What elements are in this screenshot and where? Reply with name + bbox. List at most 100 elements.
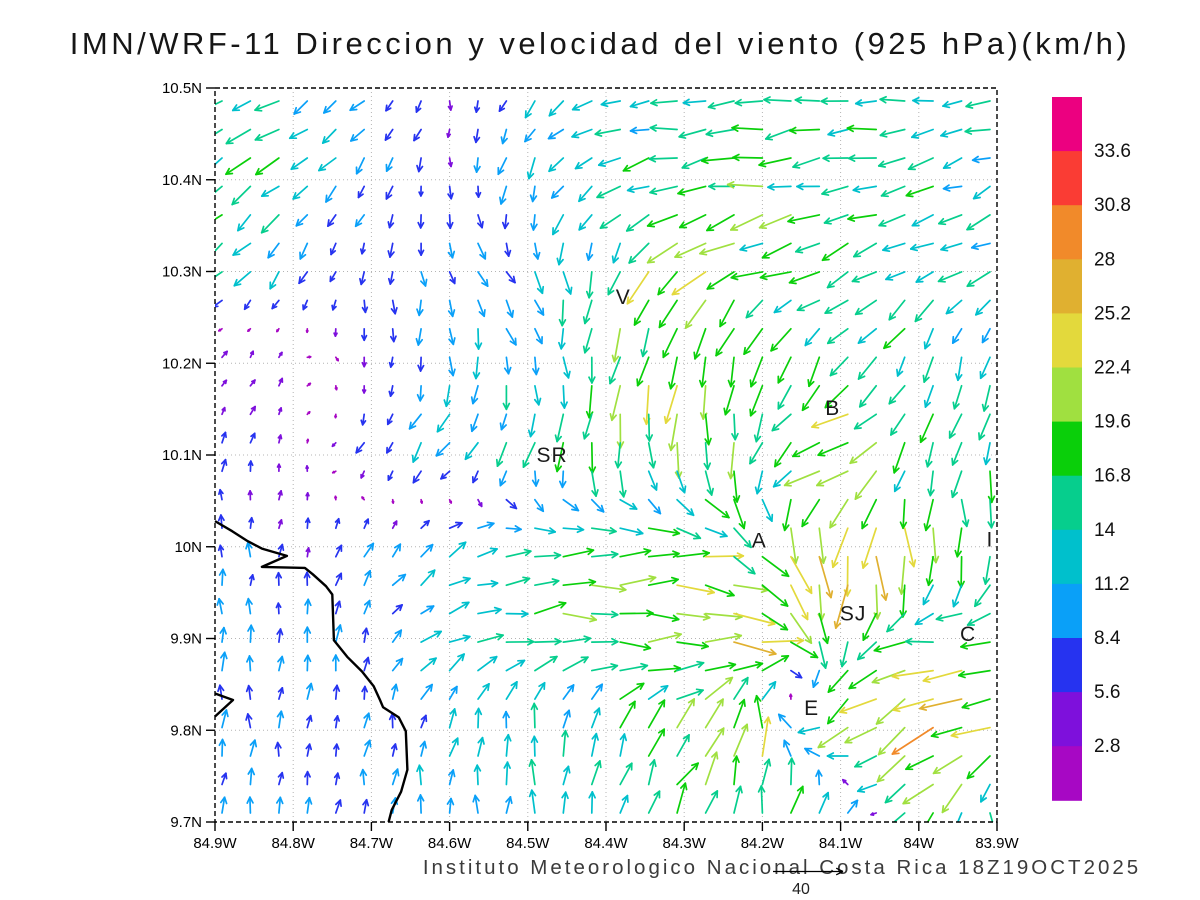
wind-vector <box>477 271 489 287</box>
colorbar-segment <box>1052 97 1082 152</box>
wind-vector <box>247 327 252 332</box>
wind-vector <box>448 708 457 729</box>
wind-vector <box>922 356 934 383</box>
wind-vector <box>329 242 337 256</box>
wind-vector <box>416 299 424 317</box>
colorbar-label: 28 <box>1094 249 1115 270</box>
wind-vector <box>225 128 252 145</box>
wind-vector <box>951 327 963 344</box>
wind-vector <box>794 96 821 104</box>
wind-vector <box>930 726 963 739</box>
city-label: B <box>825 397 840 420</box>
wind-vector <box>472 356 481 380</box>
wind-vector <box>477 633 504 643</box>
wind-vector <box>647 685 669 700</box>
wind-vector <box>733 785 743 814</box>
wind-vector <box>594 128 622 137</box>
colorbar-segment <box>1052 151 1082 206</box>
wind-vector <box>412 470 422 484</box>
x-axis-tick-label: 84.5W <box>506 835 550 852</box>
wind-vector <box>701 156 735 165</box>
wind-vector <box>215 242 223 253</box>
wind-vector <box>332 684 341 700</box>
wind-vector <box>505 498 518 510</box>
wind-vector <box>221 431 227 444</box>
wind-vector <box>477 683 490 700</box>
colorbar-label: 25.2 <box>1094 303 1131 324</box>
wind-vector <box>856 783 878 793</box>
wind-vector <box>966 271 991 288</box>
wind-vector <box>822 154 849 163</box>
wind-vector <box>420 498 424 504</box>
wind-vector <box>292 185 309 200</box>
wind-vector <box>231 185 252 206</box>
colorbar-label: 22.4 <box>1094 358 1131 379</box>
wind-vector <box>938 214 963 226</box>
wind-vector <box>562 635 592 643</box>
wind-vector <box>726 181 764 189</box>
wind-vector <box>246 655 254 672</box>
wind-vector <box>829 356 849 377</box>
wind-vector <box>804 747 821 757</box>
wind-vector <box>904 637 934 646</box>
wind-vector <box>657 271 678 296</box>
wind-vector <box>790 669 803 679</box>
wind-vector <box>941 783 963 814</box>
wind-vector <box>698 356 707 388</box>
wind-vector <box>278 407 283 416</box>
wind-vector <box>505 796 513 814</box>
wind-vector <box>477 606 502 615</box>
wind-vector <box>839 698 878 714</box>
wind-vector <box>477 655 498 672</box>
wind-vector <box>448 634 471 643</box>
wind-vector <box>875 555 889 601</box>
wind-vector <box>446 797 455 814</box>
wind-vector <box>854 299 878 316</box>
wind-vector <box>500 128 508 145</box>
wind-vector <box>899 498 908 530</box>
wind-vector <box>987 470 996 504</box>
wind-vector <box>448 521 463 530</box>
wind-vector <box>668 413 678 452</box>
wind-vector <box>649 185 678 196</box>
wind-vector <box>448 601 470 615</box>
wind-vector <box>619 470 627 498</box>
wind-vector <box>647 498 662 515</box>
wind-vector <box>355 441 366 454</box>
wind-vector <box>749 441 764 465</box>
wind-vector <box>733 641 777 657</box>
colorbar-segment <box>1052 313 1082 368</box>
wind-vector <box>416 794 425 814</box>
wind-vector <box>788 271 821 285</box>
wind-vector <box>927 470 935 497</box>
wind-vector <box>626 271 650 305</box>
wind-vector <box>277 490 283 501</box>
wind-vector <box>978 413 991 441</box>
y-axis-tick-label: 10.5N <box>162 80 202 97</box>
wind-vector <box>647 631 682 643</box>
wind-vector <box>783 739 792 757</box>
wind-vector <box>704 632 743 643</box>
wind-vector <box>796 182 821 191</box>
wind-vector <box>420 657 437 672</box>
wind-vector <box>676 549 710 558</box>
wind-vector <box>890 413 906 436</box>
wind-vector <box>361 299 369 314</box>
wind-vector <box>827 669 849 693</box>
wind-vector <box>505 681 518 700</box>
wind-vector <box>215 157 223 166</box>
wind-vector <box>948 413 963 439</box>
wind-vector <box>733 661 764 672</box>
wind-vector <box>911 214 934 227</box>
wind-vector <box>350 128 366 142</box>
wind-vector <box>674 441 683 479</box>
wind-vector <box>334 495 338 501</box>
wind-vector <box>443 384 451 408</box>
wind-vector <box>619 794 629 814</box>
wind-vector <box>534 498 545 513</box>
wind-vector <box>502 384 511 411</box>
wind-vector <box>719 299 735 328</box>
wind-vector <box>854 99 878 107</box>
wind-vector <box>530 702 539 729</box>
wind-vector <box>390 743 398 757</box>
